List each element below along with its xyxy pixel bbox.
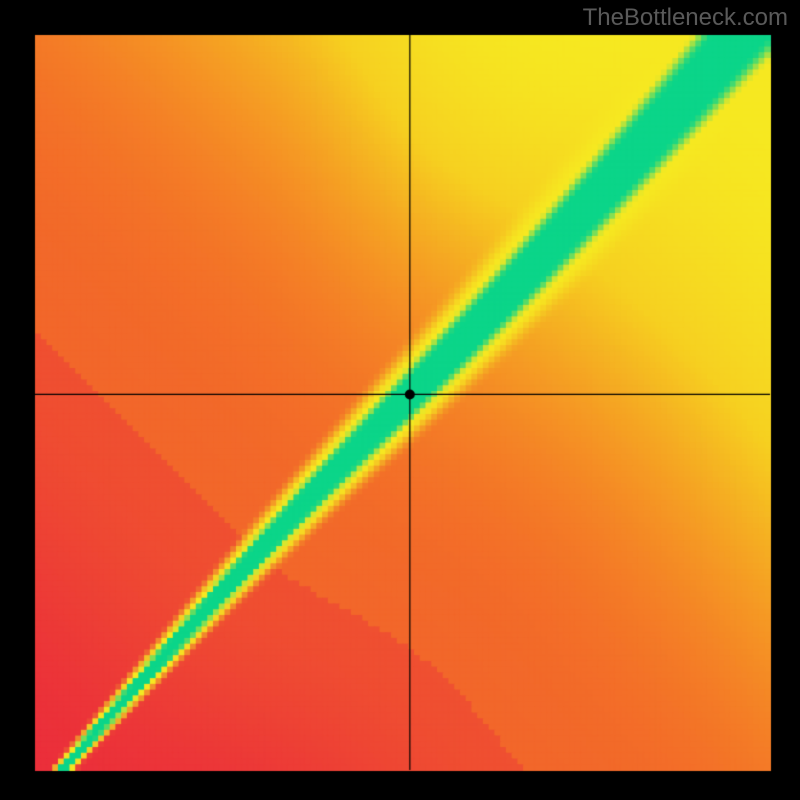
chart-root: TheBottleneck.com	[0, 0, 800, 800]
attribution-label: TheBottleneck.com	[583, 4, 788, 32]
heatmap-canvas	[0, 0, 800, 800]
